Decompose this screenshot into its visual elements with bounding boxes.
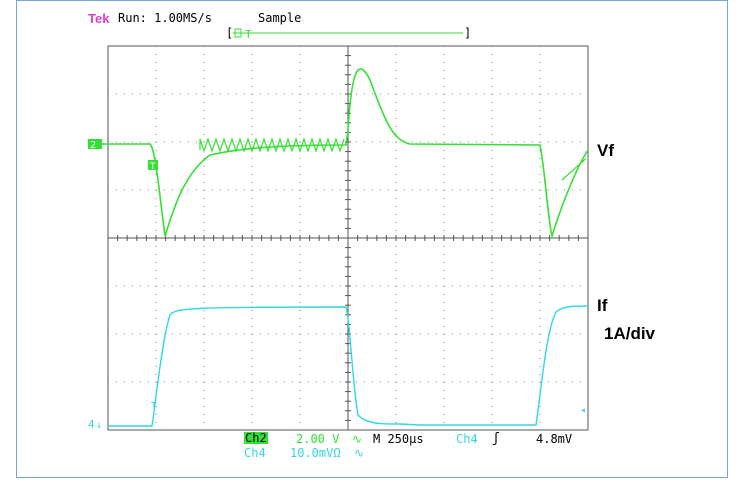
trigger-level-arrow-icon: ◂ <box>580 405 586 416</box>
trigger-slope-icon: ʃ <box>492 431 500 446</box>
ch4-scale: 10.0mVΩ <box>290 446 341 460</box>
ch2-scale: 2.00 V <box>296 432 340 446</box>
trigger-source: Ch4 <box>456 432 478 446</box>
record-trigger-marker: T <box>245 28 252 41</box>
scope-frame <box>16 0 728 478</box>
ch2-ground-marker: 2 <box>90 140 96 151</box>
ch4-ground-arrow-icon: ↓ <box>96 420 102 431</box>
if-label: If <box>597 296 608 315</box>
ch4-coupling-icon: ∿ <box>354 446 365 460</box>
vf-label: Vf <box>597 141 614 160</box>
ch4-trace-if <box>108 305 589 427</box>
record-bracket-left: [ <box>226 26 233 40</box>
timebase: M 250µs <box>373 432 424 446</box>
ch2-channel-badge: Ch2 <box>244 431 268 445</box>
trigger-point-marker: T <box>150 162 156 172</box>
acquisition-mode: Sample <box>258 11 302 25</box>
trigger-level: 4.8mV <box>536 432 573 446</box>
ch2-noise-band <box>199 137 587 181</box>
record-window-marker <box>234 28 242 38</box>
ch2-trace-vf <box>88 68 589 239</box>
brand-label: Tek <box>88 11 110 26</box>
if-scale-label: 1A/div <box>604 324 656 343</box>
run-status: Run: 1.00MS/s <box>118 11 212 25</box>
ch4-trigger-marker: T <box>151 401 157 412</box>
record-bracket-right: ] <box>464 26 471 40</box>
ch4-channel-label: Ch4 <box>244 446 266 460</box>
graticule <box>107 45 589 431</box>
ch2-coupling-icon: ∿ <box>352 432 363 446</box>
ch4-ground-marker: 4 <box>88 418 95 431</box>
ch2-ground-marker-box <box>88 139 102 149</box>
trigger-point-box <box>148 160 158 170</box>
